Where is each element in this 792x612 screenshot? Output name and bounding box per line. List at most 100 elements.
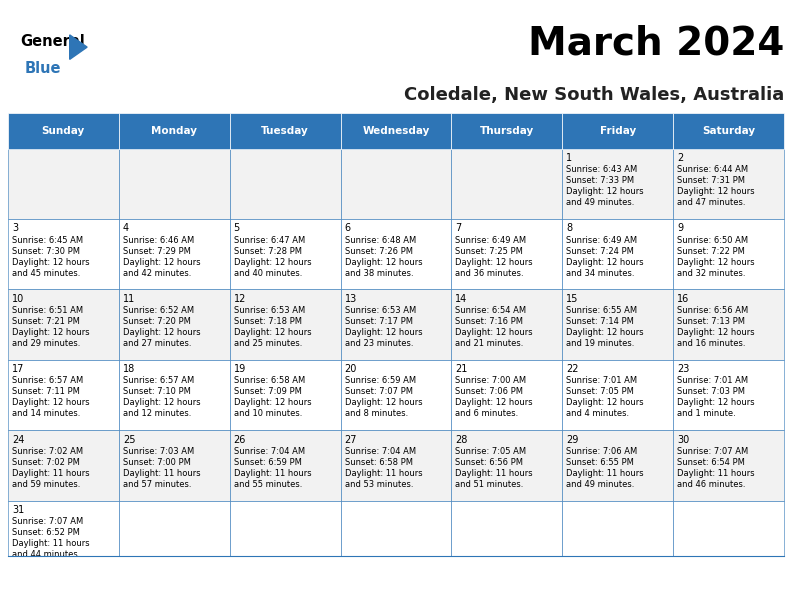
Text: Sunrise: 6:57 AM: Sunrise: 6:57 AM [12, 376, 83, 386]
Text: Sunrise: 6:43 AM: Sunrise: 6:43 AM [566, 165, 638, 174]
Text: Sunrise: 7:02 AM: Sunrise: 7:02 AM [12, 447, 83, 456]
Text: Daylight: 12 hours: Daylight: 12 hours [566, 258, 644, 267]
Text: Sunrise: 6:52 AM: Sunrise: 6:52 AM [123, 306, 194, 315]
Bar [119, 430, 230, 501]
Text: Saturday: Saturday [702, 126, 756, 136]
Text: Sunrise: 6:51 AM: Sunrise: 6:51 AM [12, 306, 83, 315]
Bar [673, 113, 784, 149]
Text: Daylight: 12 hours: Daylight: 12 hours [12, 258, 89, 267]
Text: Monday: Monday [151, 126, 197, 136]
Text: Daylight: 12 hours: Daylight: 12 hours [123, 398, 200, 408]
Bar [230, 289, 341, 360]
Text: Sunrise: 6:48 AM: Sunrise: 6:48 AM [345, 236, 416, 245]
Text: Daylight: 12 hours: Daylight: 12 hours [345, 398, 422, 408]
Bar [8, 360, 119, 430]
Text: 30: 30 [677, 435, 689, 444]
Text: General: General [20, 34, 85, 49]
Text: Sunrise: 7:07 AM: Sunrise: 7:07 AM [677, 447, 748, 456]
Text: Sunset: 7:28 PM: Sunset: 7:28 PM [234, 247, 302, 256]
Text: Sunset: 7:25 PM: Sunset: 7:25 PM [455, 247, 524, 256]
Text: Sunrise: 7:07 AM: Sunrise: 7:07 AM [12, 517, 83, 526]
Text: and 4 minutes.: and 4 minutes. [566, 409, 630, 419]
Bar [673, 430, 784, 501]
Text: Daylight: 12 hours: Daylight: 12 hours [123, 258, 200, 267]
Text: Sunset: 7:18 PM: Sunset: 7:18 PM [234, 317, 302, 326]
Text: and 36 minutes.: and 36 minutes. [455, 269, 524, 278]
Text: and 44 minutes.: and 44 minutes. [12, 550, 80, 559]
Text: Daylight: 12 hours: Daylight: 12 hours [677, 258, 755, 267]
Bar [341, 360, 451, 430]
Text: Sunrise: 7:04 AM: Sunrise: 7:04 AM [234, 447, 305, 456]
Text: and 19 minutes.: and 19 minutes. [566, 339, 634, 348]
Text: Sunrise: 6:56 AM: Sunrise: 6:56 AM [677, 306, 748, 315]
Text: Sunrise: 6:50 AM: Sunrise: 6:50 AM [677, 236, 748, 245]
Text: Sunrise: 6:57 AM: Sunrise: 6:57 AM [123, 376, 194, 386]
Text: Daylight: 12 hours: Daylight: 12 hours [455, 398, 533, 408]
Text: Sunrise: 6:45 AM: Sunrise: 6:45 AM [12, 236, 83, 245]
Bar [673, 289, 784, 360]
Text: and 45 minutes.: and 45 minutes. [12, 269, 80, 278]
Text: 9: 9 [677, 223, 683, 233]
Text: 22: 22 [566, 364, 579, 374]
Text: 19: 19 [234, 364, 246, 374]
Text: and 59 minutes.: and 59 minutes. [12, 480, 80, 489]
Text: Sunset: 7:20 PM: Sunset: 7:20 PM [123, 317, 191, 326]
Bar [341, 113, 451, 149]
Bar [8, 289, 119, 360]
Text: Daylight: 11 hours: Daylight: 11 hours [455, 469, 533, 478]
Text: 23: 23 [677, 364, 690, 374]
Bar [451, 113, 562, 149]
Text: 29: 29 [566, 435, 579, 444]
Text: 25: 25 [123, 435, 135, 444]
Text: and 6 minutes.: and 6 minutes. [455, 409, 519, 419]
Bar [562, 149, 673, 219]
Text: and 8 minutes.: and 8 minutes. [345, 409, 408, 419]
Text: Sunrise: 6:44 AM: Sunrise: 6:44 AM [677, 165, 748, 174]
Bar [562, 501, 673, 556]
Text: Daylight: 11 hours: Daylight: 11 hours [566, 469, 644, 478]
Text: Daylight: 12 hours: Daylight: 12 hours [455, 328, 533, 337]
Text: Sunrise: 7:06 AM: Sunrise: 7:06 AM [566, 447, 638, 456]
Bar [341, 289, 451, 360]
Text: 28: 28 [455, 435, 468, 444]
Text: Sunset: 7:03 PM: Sunset: 7:03 PM [677, 387, 745, 397]
Text: 20: 20 [345, 364, 357, 374]
Text: 7: 7 [455, 223, 462, 233]
Text: Sunset: 7:13 PM: Sunset: 7:13 PM [677, 317, 745, 326]
Bar [341, 219, 451, 289]
Polygon shape [70, 35, 87, 59]
Text: 2: 2 [677, 153, 683, 163]
Text: and 49 minutes.: and 49 minutes. [566, 198, 634, 207]
Text: 11: 11 [123, 294, 135, 304]
Text: 24: 24 [12, 435, 25, 444]
Text: and 23 minutes.: and 23 minutes. [345, 339, 413, 348]
Text: Sunset: 7:26 PM: Sunset: 7:26 PM [345, 247, 413, 256]
Bar [119, 219, 230, 289]
Bar [562, 360, 673, 430]
Text: 13: 13 [345, 294, 356, 304]
Bar [119, 149, 230, 219]
Bar [119, 113, 230, 149]
Bar [8, 430, 119, 501]
Bar [119, 501, 230, 556]
Text: 10: 10 [12, 294, 24, 304]
Text: Sunset: 7:22 PM: Sunset: 7:22 PM [677, 247, 745, 256]
Bar [8, 149, 119, 219]
Text: Sunrise: 7:03 AM: Sunrise: 7:03 AM [123, 447, 194, 456]
Text: Sunrise: 6:49 AM: Sunrise: 6:49 AM [455, 236, 527, 245]
Text: Sunrise: 6:59 AM: Sunrise: 6:59 AM [345, 376, 416, 386]
Bar [230, 219, 341, 289]
Text: March 2024: March 2024 [527, 24, 784, 62]
Text: Daylight: 12 hours: Daylight: 12 hours [345, 328, 422, 337]
Text: Sunset: 6:58 PM: Sunset: 6:58 PM [345, 458, 413, 467]
Bar [230, 501, 341, 556]
Text: Daylight: 11 hours: Daylight: 11 hours [12, 539, 89, 548]
Text: Tuesday: Tuesday [261, 126, 309, 136]
Bar [119, 289, 230, 360]
Bar [673, 149, 784, 219]
Text: Sunset: 7:10 PM: Sunset: 7:10 PM [123, 387, 191, 397]
Text: Sunset: 7:17 PM: Sunset: 7:17 PM [345, 317, 413, 326]
Text: 14: 14 [455, 294, 467, 304]
Text: and 55 minutes.: and 55 minutes. [234, 480, 302, 489]
Bar [341, 149, 451, 219]
